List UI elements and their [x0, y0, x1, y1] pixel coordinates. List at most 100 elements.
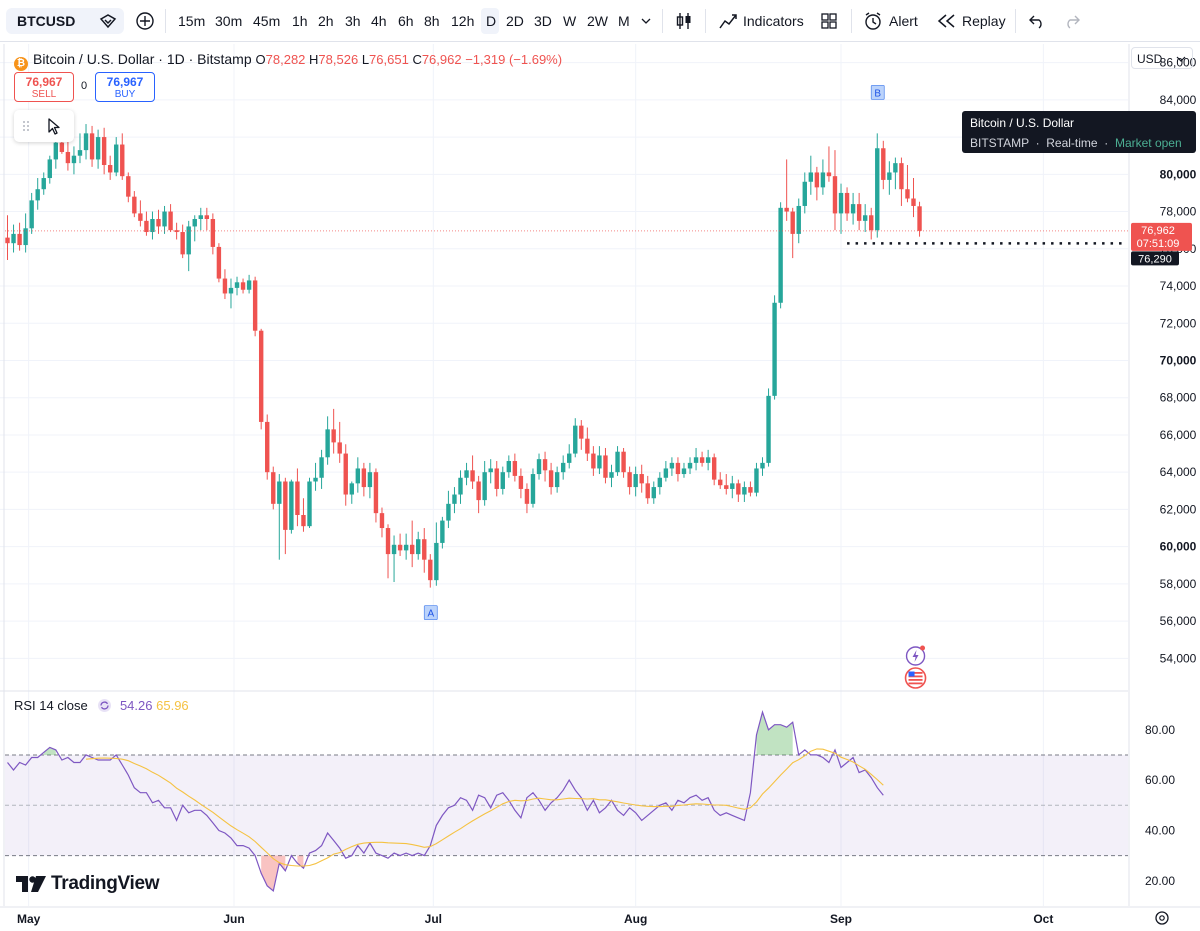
- tradingview-logo[interactable]: TradingView: [16, 873, 160, 895]
- buy-button[interactable]: 76,967 BUY: [95, 72, 155, 102]
- candle-body: [53, 142, 59, 160]
- toolbar-divider: [851, 9, 852, 33]
- candle-body: [452, 494, 457, 504]
- price-tick-label: 74,000: [1160, 279, 1197, 293]
- open-value: 78,282: [265, 52, 306, 67]
- low-value: 76,651: [369, 52, 409, 67]
- candle-body: [802, 181, 807, 206]
- interval-2d[interactable]: 2D: [506, 13, 524, 29]
- candle-body: [271, 472, 276, 504]
- interval-15m[interactable]: 15m: [178, 13, 206, 29]
- rsi-value: 54.26: [119, 698, 153, 713]
- interval-w[interactable]: W: [563, 13, 577, 29]
- brand-name: TradingView: [51, 873, 160, 894]
- candle-body: [645, 483, 650, 499]
- interval-2h[interactable]: 2h: [318, 13, 334, 29]
- candle-body: [579, 425, 584, 439]
- candle-body: [120, 144, 125, 177]
- candle-body: [597, 455, 602, 469]
- interval-2w[interactable]: 2W: [587, 13, 608, 29]
- candle-body: [464, 470, 469, 478]
- cursor-arrow-icon[interactable]: [46, 117, 62, 135]
- candle-body: [289, 481, 294, 530]
- candle-body: [440, 520, 445, 543]
- symbol-search[interactable]: BTCUSD: [6, 8, 124, 34]
- candle-body: [162, 211, 167, 227]
- price-tick-label: 78,000: [1160, 205, 1197, 219]
- interval-4h[interactable]: 4h: [371, 13, 387, 29]
- compare-add-icon[interactable]: [135, 11, 155, 31]
- chart-canvas[interactable]: AB 86,00084,00082,00080,00078,00076,0007…: [0, 42, 1200, 931]
- interval-30m[interactable]: 30m: [215, 13, 243, 29]
- candle-body: [899, 163, 904, 190]
- candle-body: [319, 457, 324, 478]
- toolbar: BTCUSD 15m 30m 45m 1h 2h 3h 4h 6h 8h 12h…: [0, 0, 1200, 42]
- candle-body: [905, 189, 910, 199]
- candle-body: [168, 211, 173, 231]
- interval-3h[interactable]: 3h: [345, 13, 361, 29]
- candle-body: [29, 200, 34, 229]
- candle-body: [150, 218, 155, 233]
- replay-button[interactable]: Replay: [936, 0, 1008, 42]
- interval-d[interactable]: D: [486, 13, 497, 29]
- marker-b-label: B: [874, 88, 881, 99]
- candle-body: [428, 559, 433, 581]
- price-tick-label: 62,000: [1160, 502, 1197, 516]
- currency-select[interactable]: USD: [1131, 47, 1193, 69]
- candle-body: [500, 472, 505, 489]
- candle-body: [156, 218, 161, 227]
- indicators-button[interactable]: Indicators: [716, 0, 811, 42]
- us-flag-event-icon: [904, 667, 927, 689]
- tooltip-exchange: BITSTAMP: [970, 136, 1029, 150]
- candle-body: [367, 472, 373, 488]
- candle-body: [283, 481, 288, 530]
- chevron-down-icon[interactable]: [640, 17, 652, 25]
- spread-value: 0: [81, 80, 88, 92]
- last-price-text: 76,962: [1141, 225, 1175, 237]
- interval-8h[interactable]: 8h: [424, 13, 440, 29]
- undo-icon[interactable]: [1028, 13, 1046, 29]
- symbol-options-icon[interactable]: [99, 13, 117, 29]
- sell-button[interactable]: 76,967 SELL: [14, 72, 74, 102]
- layout-grid-icon[interactable]: [820, 12, 838, 30]
- interval-45m[interactable]: 45m: [253, 13, 281, 29]
- candle-body: [506, 461, 512, 473]
- candle-body: [186, 226, 191, 255]
- rsi-tick-label: 20.00: [1145, 874, 1175, 888]
- tooltip-name: Bitcoin / U.S. Dollar: [970, 116, 1075, 130]
- buy-label: BUY: [114, 89, 136, 100]
- interval-6h[interactable]: 6h: [398, 13, 414, 29]
- candle-style-icon[interactable]: [674, 11, 694, 31]
- candle-body: [742, 487, 747, 495]
- candle-body: [277, 481, 282, 504]
- flag-stripe: [908, 675, 923, 678]
- settings-gear-icon[interactable]: [1155, 911, 1169, 925]
- candle-body: [409, 544, 415, 555]
- toolbar-divider: [662, 9, 663, 33]
- rsi-tick-label: 60.00: [1145, 773, 1175, 787]
- candle-body: [132, 196, 137, 214]
- event-icons: [904, 645, 927, 689]
- interval-m[interactable]: M: [618, 13, 630, 29]
- candle-body: [488, 468, 493, 473]
- rsi-pane: [5, 710, 1128, 892]
- candle-body: [687, 462, 693, 469]
- redo-icon[interactable]: [1063, 13, 1081, 29]
- refresh-icon[interactable]: [97, 698, 112, 713]
- candle-body: [59, 142, 65, 152]
- price-tick-label: 54,000: [1160, 651, 1197, 665]
- interval-1h[interactable]: 1h: [292, 13, 308, 29]
- candle-body: [917, 206, 922, 231]
- level-label-bg: [1131, 251, 1179, 266]
- price-tick-label: 84,000: [1160, 93, 1197, 107]
- candle-body: [83, 133, 89, 151]
- interval-12h[interactable]: 12h: [451, 13, 475, 29]
- drag-handle-icon[interactable]: [22, 120, 30, 132]
- price-tick-label: 56,000: [1160, 614, 1197, 628]
- candle-body: [313, 477, 318, 482]
- alert-button[interactable]: Alert: [862, 0, 924, 42]
- candle-body: [138, 213, 143, 221]
- interval-3d[interactable]: 3D: [534, 13, 552, 29]
- candle-body: [331, 429, 336, 443]
- rsi-name: RSI 14 close: [14, 698, 88, 713]
